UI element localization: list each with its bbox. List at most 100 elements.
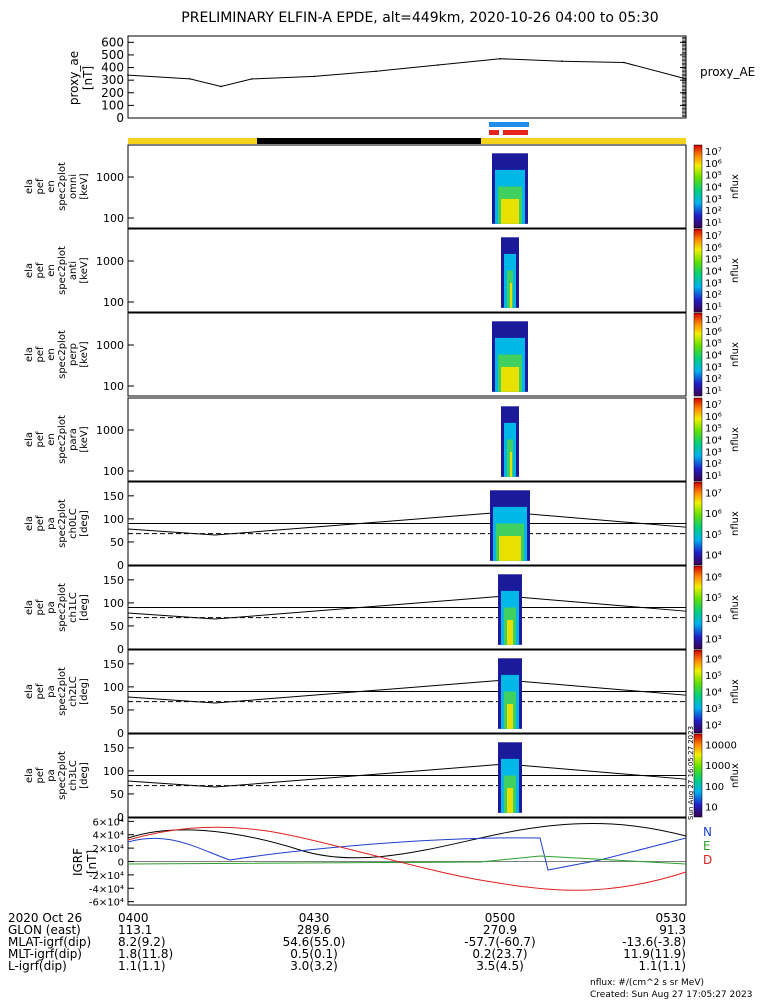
spec-panel-3-cbar-tick: 10⁴ (705, 436, 722, 447)
igrf-ylabel-unit: [nT] (85, 850, 99, 874)
proxy-ae-point (623, 61, 625, 64)
shadow-bar (257, 138, 481, 144)
footer-row-value: -57.7(-60.7) (464, 935, 535, 949)
footer-row-label: GLON (east) (8, 923, 81, 937)
spec-panel-2-ylabel-line: perp (68, 343, 79, 366)
pa-panel-2-cbar-tick: 10⁴ (705, 688, 722, 699)
igrf-side-text: Sun Aug 27 16:05:27 2023 (687, 726, 695, 820)
igrf-legend-E: E (703, 839, 711, 853)
spec-panel-2-cbar-tick: 10² (705, 374, 722, 385)
igrf-legend-D: D (703, 853, 712, 867)
proxy-ae-point (685, 78, 687, 80)
spec-panel-3-ylabel-line: spec2plot (57, 415, 68, 464)
pa-panel-3-ylabel-line: [deg] (79, 762, 90, 789)
pa-panel-0-cbar-tick: 10⁶ (705, 509, 722, 520)
footer-row-label: MLT-igrf(dip) (8, 947, 82, 961)
igrf-e-curve (127, 855, 687, 865)
spec-panel-3-blob-core (510, 451, 512, 477)
footer-note-units: nflux: #/(cm^2 s sr MeV) (590, 978, 704, 988)
pa-panel-0-ylabel-line: [deg] (79, 510, 90, 537)
spec-panel-0-ylabel-line: pef (35, 178, 46, 195)
pa-panel-0-losscone-line (127, 511, 687, 536)
pa-panel-1-ytick-label: 100 (103, 597, 124, 610)
footer-row-value: -13.6(-3.8) (622, 935, 686, 949)
proxy-ae-point (189, 78, 191, 80)
footer-row-value: 0430 (299, 911, 330, 925)
pa-panel-2-ylabel-line: pef (35, 683, 46, 700)
footer-row-value: 0530 (655, 911, 686, 925)
spec-panel-3-ylabel-line: [keV] (79, 426, 90, 452)
spec-panel-0-colorbar (693, 144, 703, 229)
spec-panel-2-cbar-tick: 10⁷ (705, 315, 722, 326)
pa-panel-2-blob-core (507, 703, 513, 729)
spec-panel-0-cbar-tick: 10³ (705, 194, 722, 205)
pa-panel-1-ytick-label: 0 (117, 643, 124, 656)
spec-panel-1-ylabel-line: spec2plot (57, 246, 68, 295)
igrf-ytick-label: -4×10⁴ (89, 884, 124, 895)
pa-panel-3-losscone-line (127, 763, 687, 788)
footer-row-value: 54.6(55.0) (283, 935, 346, 949)
spec-panel-3-cbar-tick: 10⁶ (705, 412, 722, 423)
spec-panel-3-spectrogram (501, 406, 519, 477)
spec-panel-1-spectrogram (501, 237, 519, 308)
igrf-ytick-label: 2×10⁴ (93, 844, 124, 855)
proxy-ae-ytick-label: 0 (116, 111, 124, 125)
pa-panel-2-ylabel-line: [deg] (79, 678, 90, 705)
pa-panel-1-blob-core (507, 619, 513, 645)
proxy-ae-ytick-label: 500 (101, 48, 124, 62)
pa-panel-2-ytick-label: 50 (110, 704, 124, 717)
spec-panel-3-frame (127, 397, 687, 482)
pa-panel-2-colorbar (693, 649, 703, 734)
pa-panel-2-ylabel-line: spec2plot (57, 667, 68, 716)
spec-panel-3-cbar-tick: 10⁵ (705, 424, 722, 435)
pa-panel-1-ylabel-line: spec2plot (57, 583, 68, 632)
pa-panel-2-ylabel-line: ela (24, 684, 35, 699)
pa-panel-3-ytick-label: 0 (117, 811, 124, 824)
spec-panel-2-cbar-label: nflux (730, 342, 741, 367)
pa-panel-2-cbar-tick: 10² (705, 721, 722, 732)
spec-panel-3-cbar-label: nflux (730, 427, 741, 452)
spec-panel-0-cbar-tick: 10⁷ (705, 147, 722, 158)
igrf-ytick-label: -2×10⁴ (89, 871, 124, 882)
footer-row-value: 8.2(9.2) (118, 935, 166, 949)
pa-panel-1-cbar-tick: 10⁴ (705, 614, 722, 625)
proxy-ae-ylabel: proxy_ae (67, 51, 81, 105)
footer-row-value: 0.5(0.1) (290, 947, 338, 961)
pa-panel-1-cbar-tick: 10³ (705, 635, 722, 646)
spec-panel-2-frame (127, 312, 687, 397)
spec-panel-0-ylabel-line: [keV] (79, 173, 90, 199)
pa-panel-2-ylabel-line: ch2LC (68, 676, 79, 707)
igrf-n-curve (127, 837, 687, 871)
spec-panel-0-ylabel-line: spec2plot (57, 162, 68, 211)
footer-row-value: 3.5(4.5) (476, 959, 524, 973)
spec-panel-3-ylabel-line: ela (24, 432, 35, 447)
spec-panel-2-spectrogram (492, 321, 528, 392)
pa-panel-1-ylabel-line: ela (24, 600, 35, 615)
pa-panel-3-ytick-label: 150 (103, 742, 124, 755)
footer-row-value: 0400 (118, 911, 149, 925)
spec-panel-2-ytick-label: 1000 (96, 339, 124, 352)
spec-panel-3-cbar-tick: 10³ (705, 447, 722, 458)
igrf-ylabel: IGRF (71, 848, 85, 876)
pa-panel-0-ytick-label: 0 (117, 559, 124, 572)
proxy-ae-ytick-label: 600 (101, 35, 124, 49)
pa-panel-2-losscone-line (127, 679, 687, 704)
pa-panel-0-ytick-label: 100 (103, 513, 124, 526)
spec-panel-2-ylabel-line: [keV] (79, 341, 90, 367)
spec-panel-0-cbar-tick: 10⁵ (705, 171, 722, 182)
proxy-ae-right-label: proxy_AE (700, 65, 755, 79)
spec-panel-1-cbar-tick: 10¹ (705, 302, 722, 313)
spec-panel-1-cbar-tick: 10⁷ (705, 231, 722, 242)
spec-panel-0-cbar-tick: 10² (705, 206, 722, 217)
footer-row-value: 113.1 (118, 923, 152, 937)
pa-panel-1-ylabel-line: ch1LC (68, 592, 79, 623)
pa-panel-3-cbar-tick: 10000 (705, 740, 737, 751)
spec-panel-1-ylabel-line: ela (24, 263, 35, 278)
pa-panel-0-spectrogram (490, 490, 530, 561)
spec-panel-0-blob-core (501, 198, 519, 224)
pa-panel-0-cbar-label: nflux (730, 511, 741, 536)
pa-panel-1-ylabel-line: pa (46, 601, 57, 613)
spec-panel-1-blob-core (510, 282, 512, 308)
